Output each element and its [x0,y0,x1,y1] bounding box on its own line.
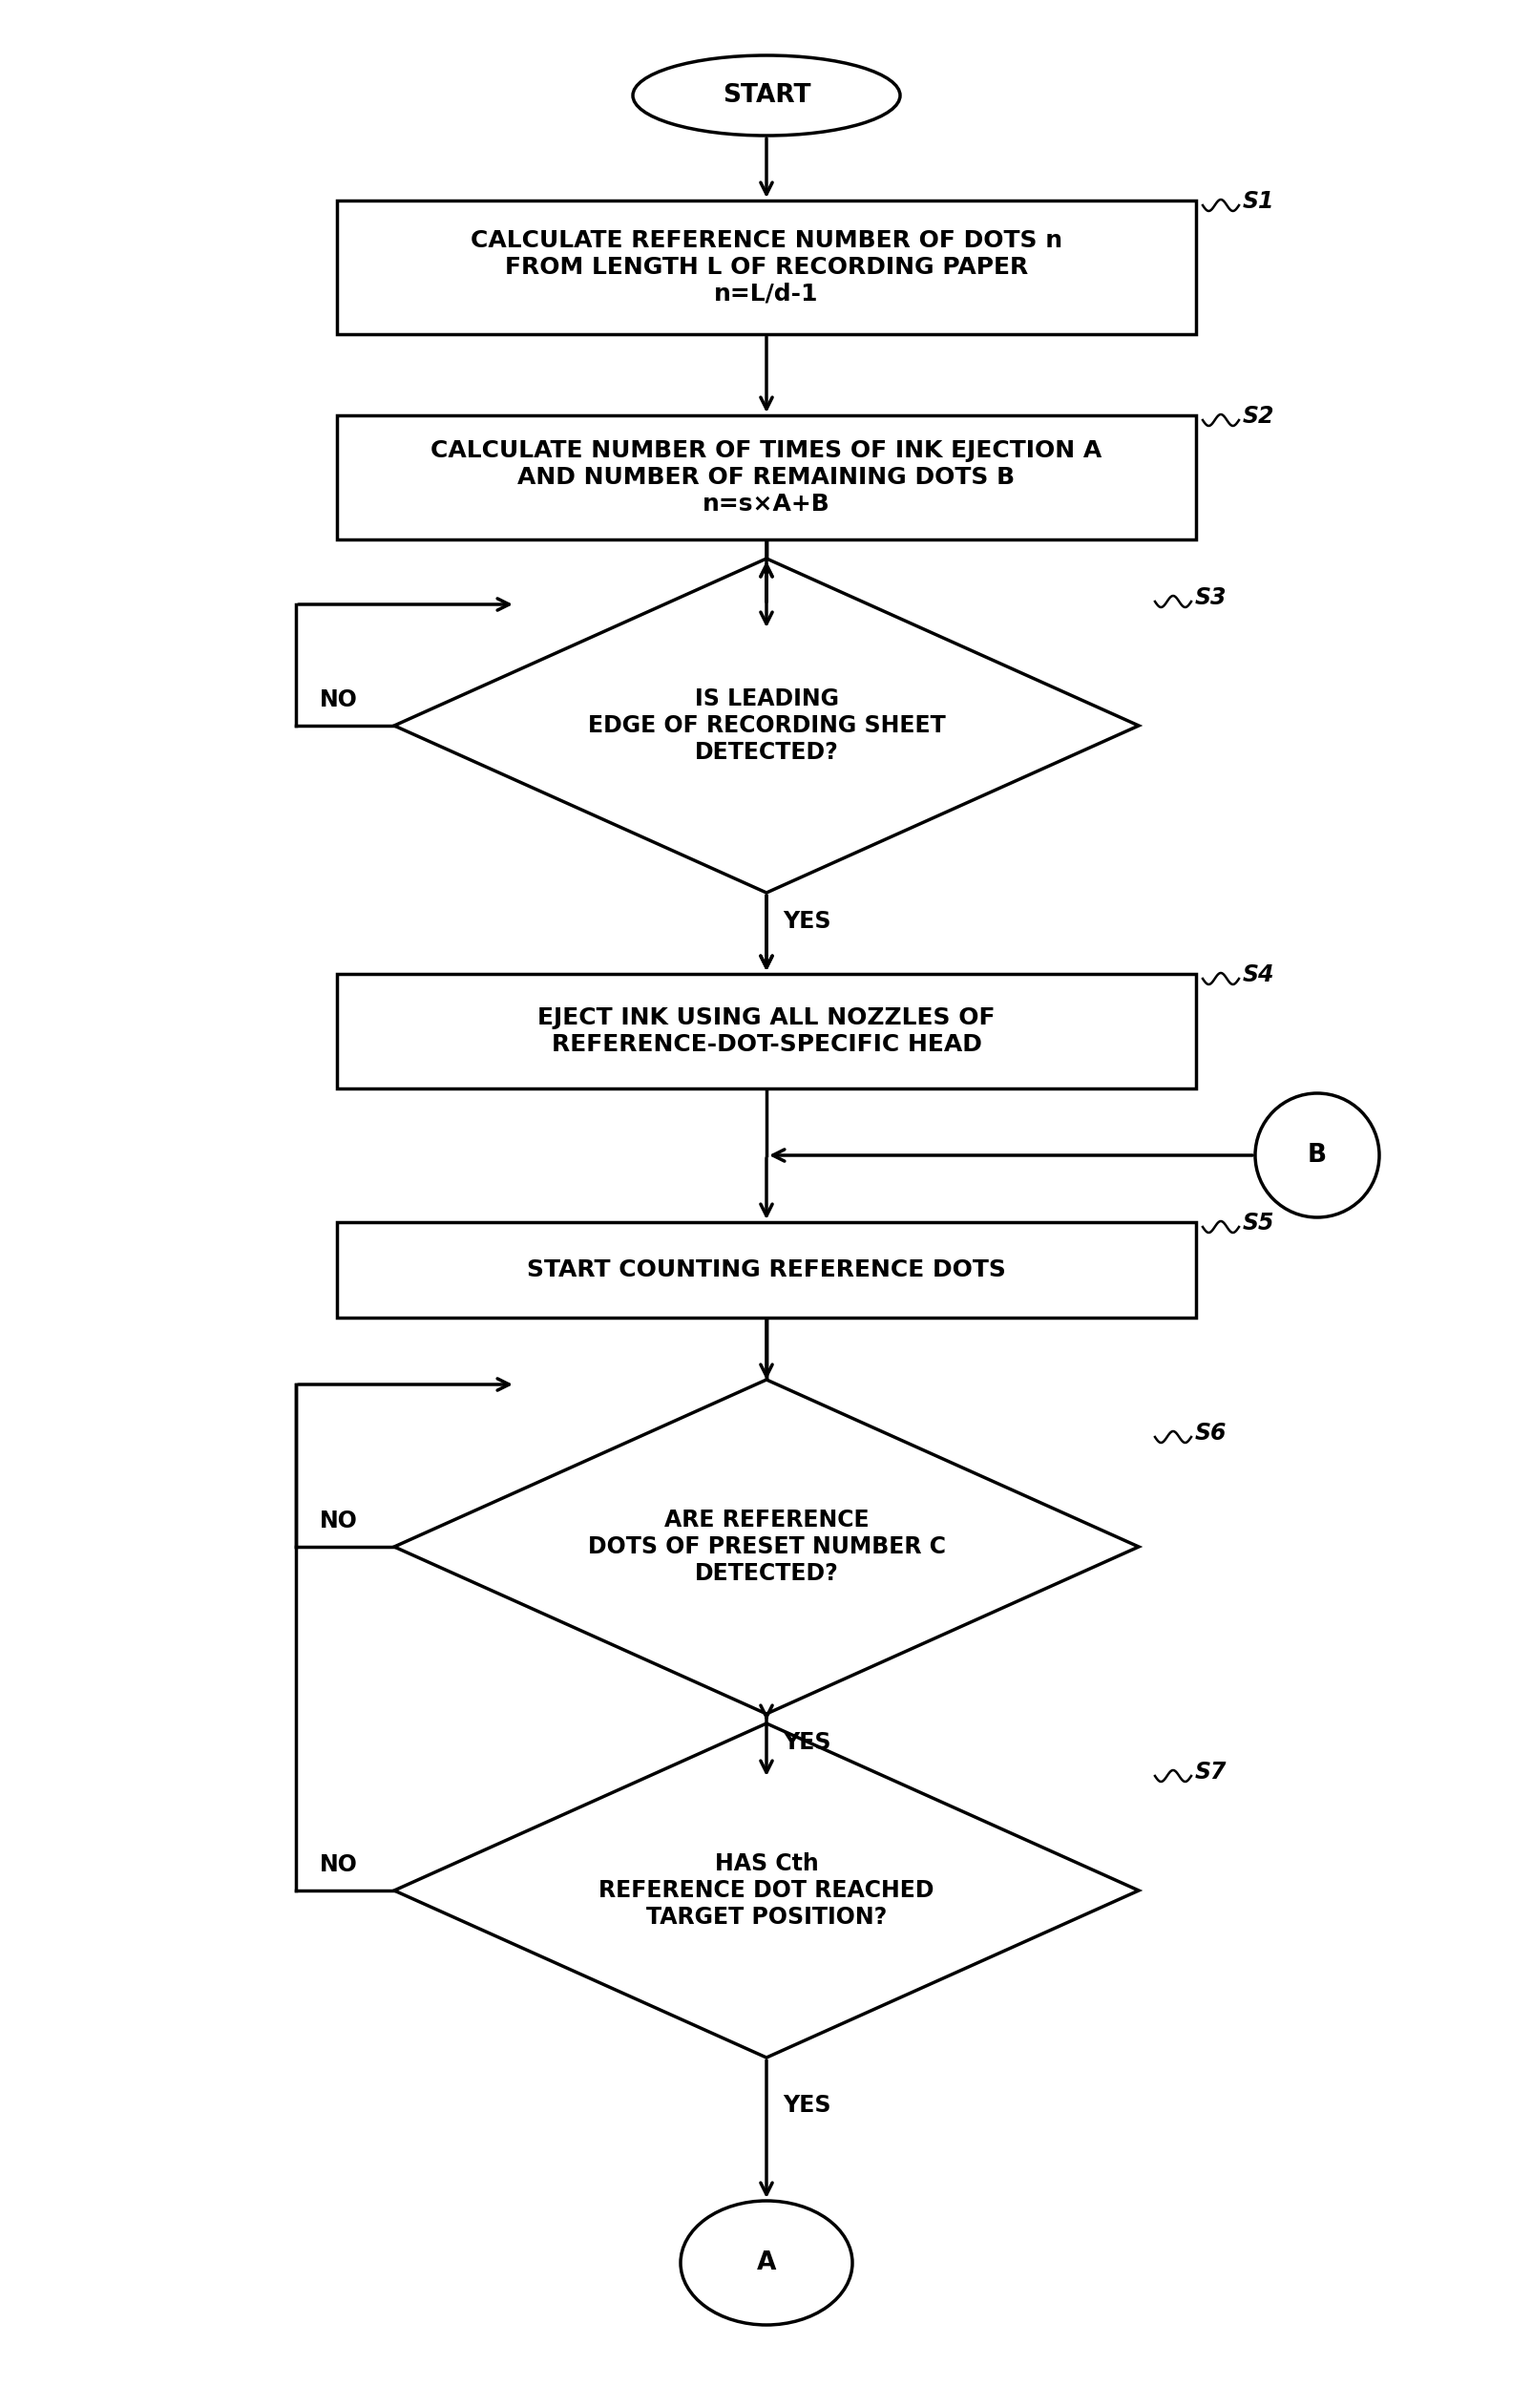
Text: YES: YES [783,2095,830,2117]
Text: START COUNTING REFERENCE DOTS: START COUNTING REFERENCE DOTS [527,1259,1005,1281]
Ellipse shape [1255,1093,1379,1218]
Text: B: B [1307,1144,1327,1168]
Text: HAS Cth
REFERENCE DOT REACHED
TARGET POSITION?: HAS Cth REFERENCE DOT REACHED TARGET POS… [599,1852,933,1929]
Text: NO: NO [320,689,357,710]
Bar [337,1223,1195,1317]
Text: S1: S1 [1242,190,1275,212]
Text: S3: S3 [1195,585,1226,609]
Text: S2: S2 [1242,405,1275,429]
Text: A: A [757,2251,775,2276]
Text: NO: NO [320,1854,357,1876]
Text: CALCULATE REFERENCE NUMBER OF DOTS n
FROM LENGTH L OF RECORDING PAPER
n=L/d-1: CALCULATE REFERENCE NUMBER OF DOTS n FRO… [470,229,1062,306]
Text: START: START [722,82,810,108]
Text: EJECT INK USING ALL NOZZLES OF
REFERENCE-DOT-SPECIFIC HEAD: EJECT INK USING ALL NOZZLES OF REFERENCE… [538,1007,994,1057]
Polygon shape [394,1724,1138,2056]
Bar [337,200,1195,335]
Bar [337,414,1195,539]
Polygon shape [394,1380,1138,1714]
Text: S5: S5 [1242,1211,1275,1235]
Text: CALCULATE NUMBER OF TIMES OF INK EJECTION A
AND NUMBER OF REMAINING DOTS B
n=s×A: CALCULATE NUMBER OF TIMES OF INK EJECTIO… [430,438,1102,515]
Text: NO: NO [320,1510,357,1531]
Text: S6: S6 [1195,1421,1226,1445]
Bar [337,973,1195,1088]
Text: S4: S4 [1242,963,1275,987]
Ellipse shape [633,55,899,135]
Text: YES: YES [783,910,830,932]
Text: YES: YES [783,1731,830,1753]
Text: ARE REFERENCE
DOTS OF PRESET NUMBER C
DETECTED?: ARE REFERENCE DOTS OF PRESET NUMBER C DE… [587,1510,945,1584]
Text: S7: S7 [1195,1760,1226,1784]
Text: IS LEADING
EDGE OF RECORDING SHEET
DETECTED?: IS LEADING EDGE OF RECORDING SHEET DETEC… [587,689,945,763]
Polygon shape [394,559,1138,893]
Ellipse shape [680,2201,852,2326]
